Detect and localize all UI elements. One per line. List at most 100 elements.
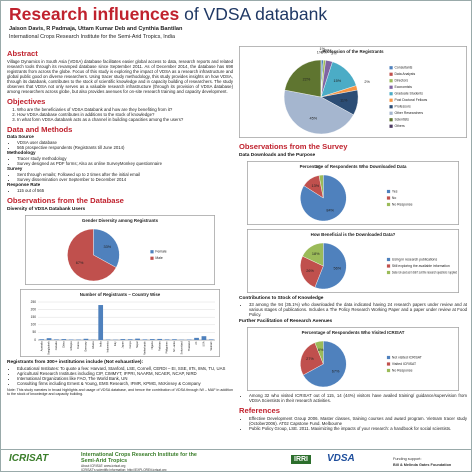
list-item: 565 prospective respondents (Registrants… (17, 145, 233, 150)
pie-slice (300, 342, 324, 376)
logo: IRRI (291, 455, 311, 464)
section-heading: Observations from the Survey (239, 142, 348, 151)
legend-swatch (386, 202, 391, 207)
methods: Data SourceVDSA user database565 prospec… (7, 134, 233, 193)
data-label: 13% (312, 184, 320, 188)
note: Note: This study narrates in broad highl… (7, 388, 233, 397)
pie-slice (67, 228, 117, 282)
legend-swatch (389, 72, 393, 76)
legend-label: Female (155, 250, 166, 254)
bar (61, 339, 67, 340)
subheading: Contributions to Stock of Knowledge (239, 296, 324, 301)
right-column: Profession of the Registrants 1% 0% 1% 3% 15%… (239, 46, 467, 448)
legend-swatch (389, 105, 393, 109)
section-heading: Abstract (7, 49, 38, 58)
pie-slice (314, 242, 347, 290)
list-item: VDSA user database (17, 140, 233, 145)
legend-swatch (150, 256, 154, 260)
legend-label: Others (394, 124, 404, 128)
legend-label: Scientists (394, 118, 409, 122)
chart-frame (20, 289, 220, 357)
x-tick-label: Ethiopia (70, 341, 73, 351)
legend-label: Still exploring the available informatio… (392, 264, 450, 268)
legend-label: Other Researchers (394, 111, 423, 115)
contribution-list: 33 among the 94 (35.1%) who downloaded t… (239, 302, 467, 317)
logo: ICRISAT (9, 453, 49, 464)
legend-label: Visited ICRISAT (392, 362, 416, 366)
x-tick-label: Vietnam (210, 342, 213, 351)
chart-frame (25, 215, 215, 285)
footer-institute: International Crops Research Institute f… (81, 452, 197, 464)
title-highlight: Research influences (9, 4, 180, 24)
legend-label: Data not used as it didn't suit the rese… (392, 270, 457, 274)
pie-slice (300, 255, 324, 288)
legend-label: Economists (394, 85, 412, 89)
data-label: 18% (312, 252, 320, 256)
legend-swatch (386, 257, 391, 262)
method-list: Sent through emails; Followed up to 2 ti… (7, 172, 233, 182)
pie-slice (302, 242, 324, 267)
x-tick-label: Netherlands (144, 341, 147, 355)
institution-list: Educational Institutes: To quote a few: … (7, 366, 233, 386)
chart-frame (247, 161, 459, 225)
data-label: 3% (331, 52, 337, 56)
institute: International Crops Research Institute f… (9, 34, 175, 40)
bar (194, 337, 199, 340)
method-label: Methodology (7, 150, 36, 155)
footer-link: About ICRISAT: www.icrisat.org (81, 464, 126, 468)
x-tick-label: UK (195, 341, 198, 345)
legend-label: Consultants (394, 66, 412, 70)
method-list: 115 out of 565 (7, 188, 233, 193)
list-item: Educational Institutes: To quote a few: … (17, 366, 233, 371)
objective-list: Who are the beneficiaries of VDSA Databa… (7, 107, 233, 122)
x-tick-label: Kenya (129, 341, 132, 349)
legend-label: Professors (394, 105, 411, 109)
footer: ICRISAT International Crops Research Ins… (1, 449, 471, 472)
chart-title: Gender Diversity among Registrants (82, 218, 159, 223)
legend-swatch (386, 270, 391, 275)
chart-title: Percentage of Respondents Who Downloaded… (300, 164, 407, 169)
chart-frame (247, 229, 459, 293)
list-item: How VDSA database contributes in additio… (17, 112, 233, 117)
method-list: Tracer study methodologySurvey designed … (7, 156, 233, 166)
x-tick-label: Japan (121, 341, 124, 348)
legend-label: Graduate Students (394, 92, 423, 96)
x-tick-label: Canada (55, 341, 58, 350)
list-item: Agricultural Research Institutes includi… (17, 371, 233, 376)
data-label: 67% (76, 261, 84, 265)
legend-swatch (386, 264, 391, 268)
chart: Percentage of Respondents Who Visited IC… (247, 327, 459, 391)
chart: How Beneficial is the Downloaded Data? 56… (247, 229, 459, 293)
method-label: Survey (7, 166, 23, 171)
list-item: In what form VDSA databank acts as a cha… (17, 117, 233, 122)
list-item: Tracer study methodology (17, 156, 233, 161)
data-label: 67% (332, 369, 340, 373)
list-item: Effective Development Group 2006. Master… (249, 416, 467, 426)
data-label: 15% (333, 79, 341, 83)
method-label: Data Source (7, 134, 34, 139)
x-tick-label: Thailand (188, 341, 191, 351)
footer-link: ICRISAT's scientific information: http:/… (81, 468, 167, 472)
legend-label: No Response (392, 368, 413, 372)
chart-frame (247, 327, 459, 391)
facilitation-list: Among 32 who visited ICRISAT out of 115,… (239, 393, 467, 403)
chart-title: Number of Registrants – Country Wise (80, 292, 161, 297)
data-label: 0% (324, 49, 330, 53)
data-label: 0% (321, 51, 327, 55)
list-item: Survey designed as PDF forms; Also as on… (17, 161, 233, 166)
legend-label: No Response (392, 202, 413, 206)
method-label: Response Rate (7, 182, 41, 187)
title-rest: of VDSA databank (184, 4, 328, 24)
funding-label: Funding support: (393, 457, 422, 461)
section-heading: Observations from the Database (7, 196, 124, 205)
bar (54, 339, 59, 340)
bar (39, 339, 45, 340)
data-label: 33% (103, 245, 111, 249)
chart-title: How Beneficial is the Downloaded Data? (311, 232, 396, 237)
x-tick-label: India (99, 341, 102, 347)
chart-title: Percentage of Respondents Who Visited IC… (302, 330, 405, 335)
legend-swatch (389, 98, 393, 102)
abstract-text: Village Dynamics in South Asia (VDSA) da… (7, 59, 233, 94)
legend-label: Not visited ICRISAT (392, 355, 422, 359)
